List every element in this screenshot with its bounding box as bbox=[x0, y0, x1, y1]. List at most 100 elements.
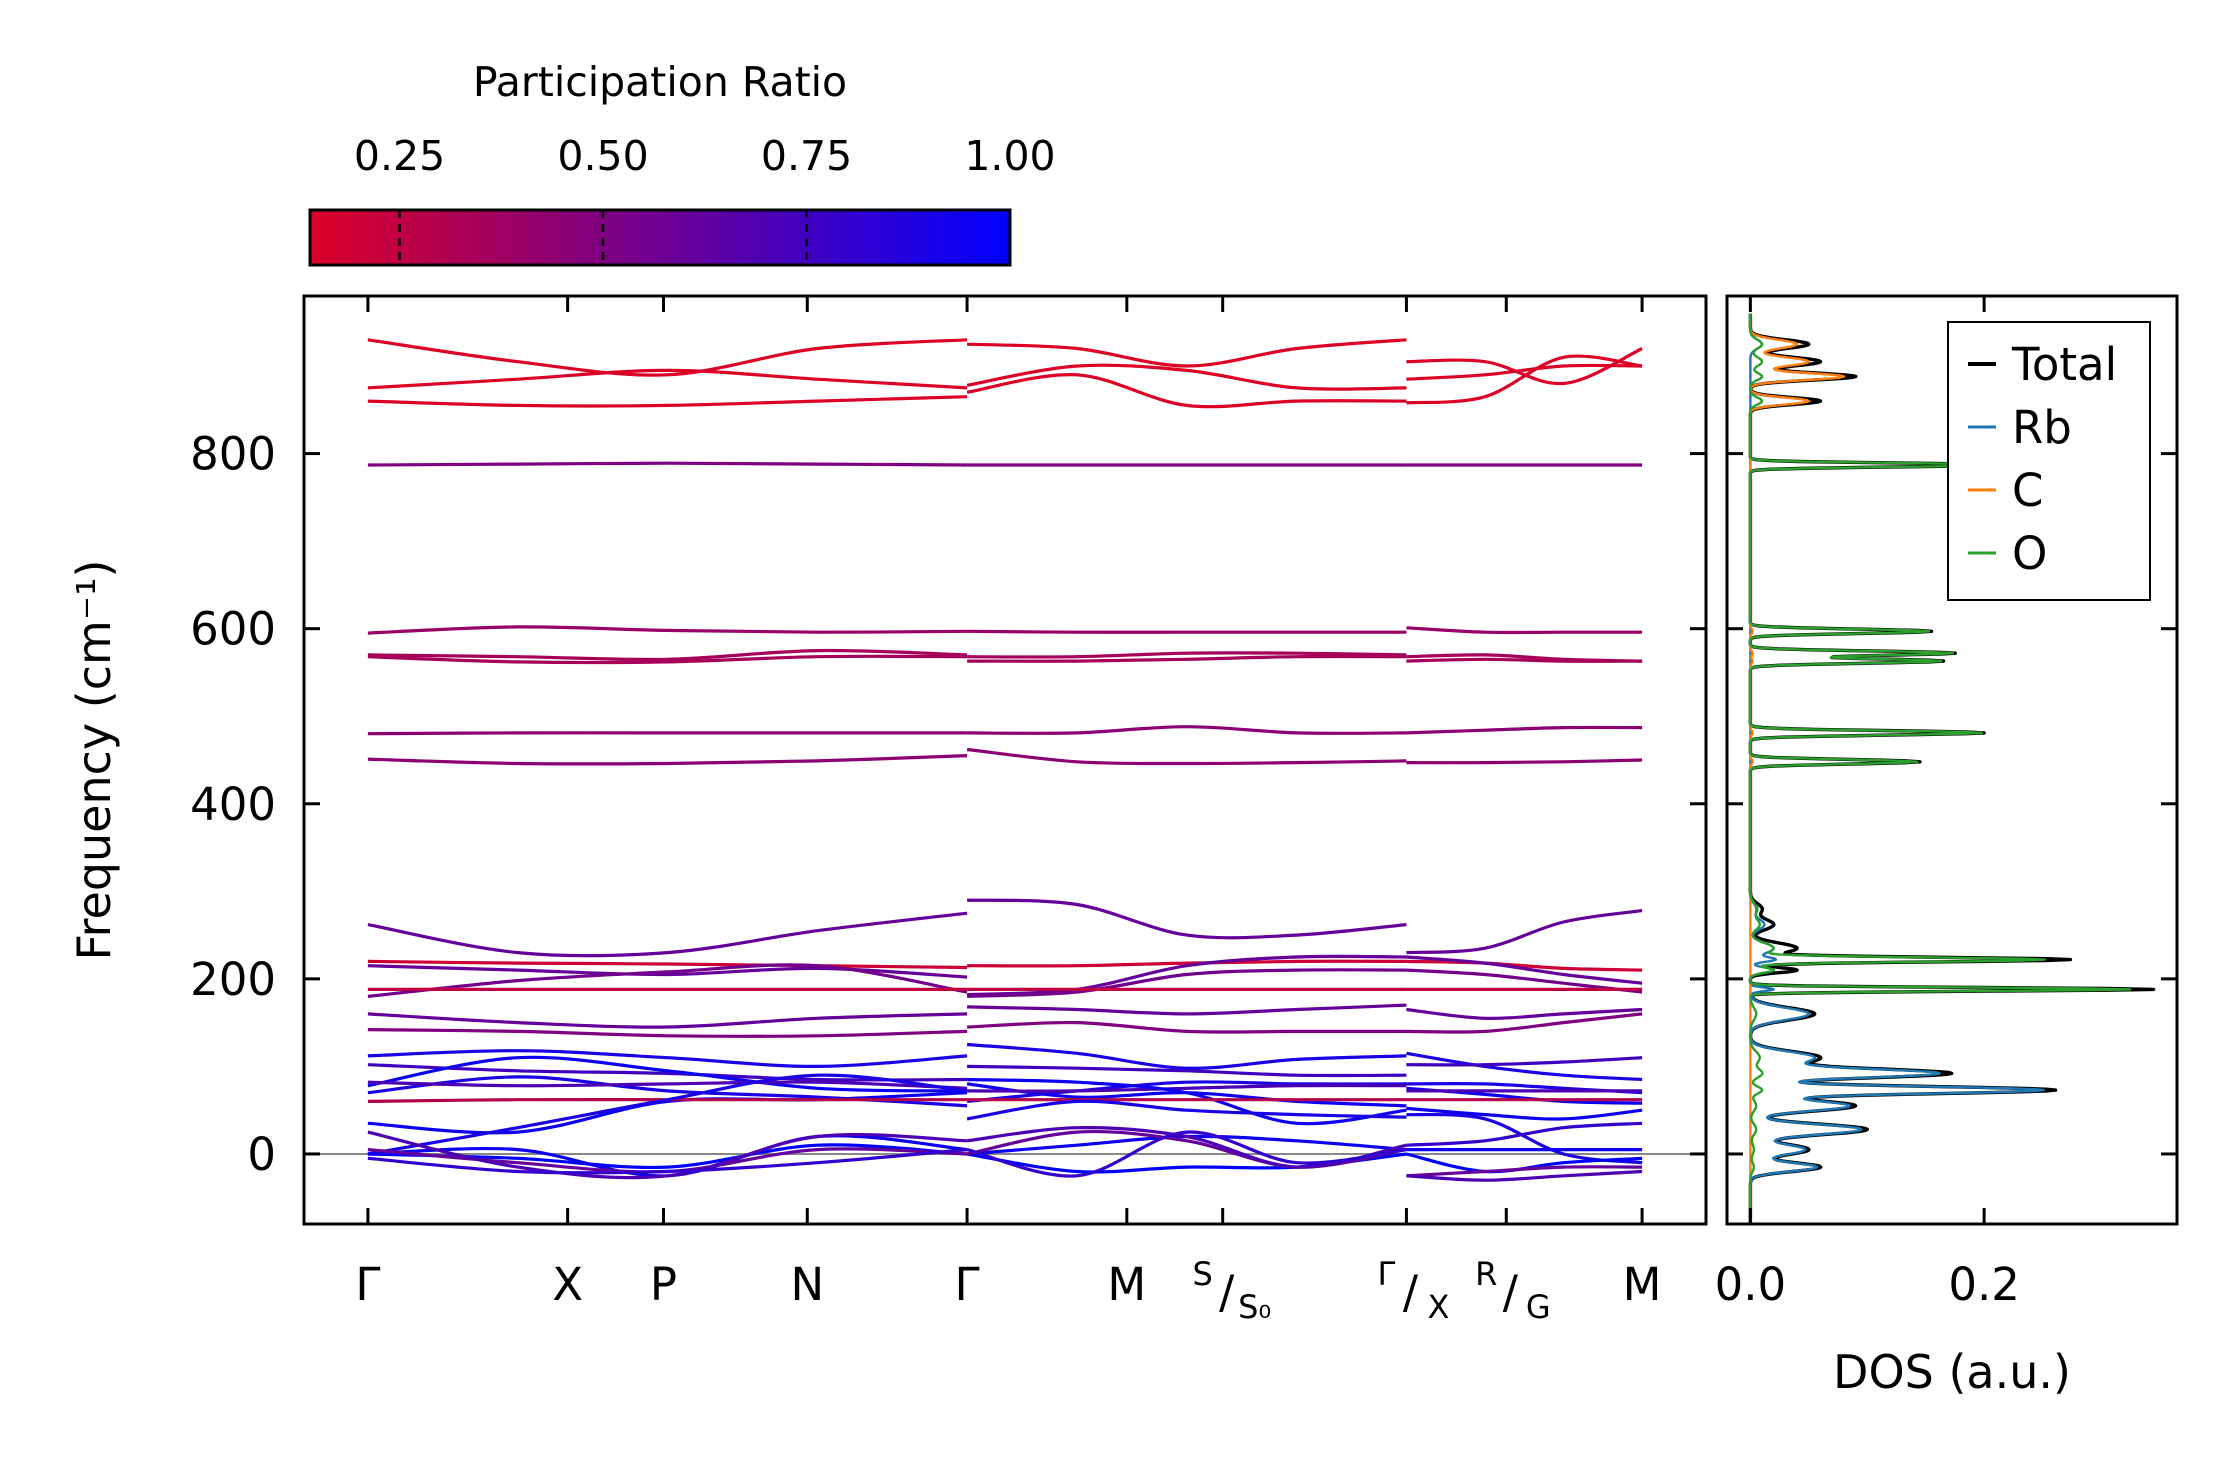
band-18-segment-0 bbox=[367, 1055, 968, 1093]
band-28-segment-2 bbox=[1406, 1121, 1643, 1147]
legend-items: Total Rb CO bbox=[1968, 338, 2117, 580]
band-20-segment-0 bbox=[367, 1080, 968, 1090]
x-axis-label-dos: DOS (a.u.) bbox=[1833, 1345, 2071, 1399]
kpoint-label-top: S bbox=[1193, 1255, 1213, 1293]
dos-panel: 0.0 0.2 DOS (a.u.) Total Rb CO bbox=[1715, 294, 2179, 1399]
band-10-segment-2 bbox=[1406, 959, 1643, 972]
kpoint-label: Γ bbox=[955, 1258, 980, 1311]
band-5-segment-1 bbox=[967, 651, 1407, 659]
band-7-segment-1 bbox=[967, 725, 1407, 735]
kpoint-label-slash: / bbox=[1219, 1266, 1235, 1319]
band-9-segment-2 bbox=[1406, 909, 1643, 955]
kpoint-label-bottom: S₀ bbox=[1238, 1288, 1271, 1326]
band-23-segment-2 bbox=[1406, 1112, 1643, 1165]
colorbar-tick-label: 0.50 bbox=[557, 132, 648, 180]
band-15-segment-1 bbox=[967, 1020, 1407, 1034]
band-14-segment-0 bbox=[367, 1012, 968, 1029]
kpoint-label: P bbox=[650, 1258, 677, 1311]
kpoint-label: N bbox=[790, 1258, 824, 1311]
band-10-segment-1 bbox=[967, 959, 1407, 968]
band-7-segment-2 bbox=[1406, 725, 1643, 735]
dos-x-tick-label: 0.0 bbox=[1715, 1258, 1787, 1311]
y-axis-label: Frequency (cm⁻¹) bbox=[67, 560, 121, 961]
band-23-segment-1 bbox=[966, 1099, 1407, 1121]
band-2-segment-1 bbox=[966, 373, 1407, 409]
colorbar-gradient bbox=[308, 208, 1012, 267]
band-27-segment-0 bbox=[367, 1130, 968, 1180]
band-12-segment-1 bbox=[967, 968, 1407, 998]
dos-plot-frame bbox=[1725, 294, 2179, 1226]
kpoint-label-top: Γ bbox=[1378, 1255, 1396, 1293]
band-28-segment-1 bbox=[966, 1130, 1407, 1178]
band-6-segment-2 bbox=[1406, 657, 1643, 663]
band-5-segment-0 bbox=[367, 648, 968, 662]
kpoint-label-bottom: G bbox=[1526, 1288, 1551, 1326]
band-27-segment-1 bbox=[966, 1125, 1407, 1169]
band-plot-frame bbox=[302, 294, 1708, 1226]
band-16-segment-1 bbox=[966, 1042, 1407, 1070]
kpoint-label-slash: / bbox=[1403, 1266, 1419, 1319]
kpoint-label-fraction: S / S₀ bbox=[1193, 1255, 1272, 1326]
band-14-segment-2 bbox=[1406, 1007, 1643, 1020]
band-15-segment-2 bbox=[1406, 1012, 1643, 1034]
legend-label-total: Total bbox=[2011, 338, 2117, 391]
band-x-ticks: Γ X P N Γ M S / S₀Γ / XR / G M bbox=[355, 296, 1662, 1326]
band-12-segment-0 bbox=[367, 963, 968, 998]
band-9-segment-0 bbox=[367, 911, 968, 958]
legend-label-o: O bbox=[2012, 527, 2047, 580]
colorbar-tick-label: 0.25 bbox=[354, 132, 445, 180]
kpoint-label-slash: / bbox=[1503, 1266, 1519, 1319]
kpoint-label: X bbox=[552, 1258, 583, 1311]
band-0-segment-0 bbox=[367, 338, 968, 377]
y-tick-label: 200 bbox=[190, 953, 276, 1006]
band-4-segment-1 bbox=[967, 629, 1407, 634]
kpoint-label-fraction: R / G bbox=[1475, 1255, 1551, 1326]
colorbar-tick-label: 1.00 bbox=[964, 132, 1055, 180]
kpoint-label: Γ bbox=[355, 1258, 380, 1311]
band-28-segment-0 bbox=[367, 1148, 968, 1175]
band-14-segment-1 bbox=[967, 1003, 1407, 1016]
band-20-segment-1 bbox=[967, 1083, 1407, 1093]
kpoint-label-bottom: X bbox=[1427, 1288, 1449, 1326]
kpoint-label-top: R bbox=[1475, 1255, 1497, 1293]
band-4-segment-2 bbox=[1406, 626, 1643, 635]
band-21-segment-0 bbox=[367, 1091, 968, 1135]
y-tick-label: 0 bbox=[247, 1128, 276, 1181]
band-2-segment-0 bbox=[367, 395, 968, 408]
dos-curve-c bbox=[1749, 313, 1846, 1224]
band-8-segment-1 bbox=[966, 747, 1407, 766]
colorbar-ticks: 0.25 0.50 0.75 1.00 bbox=[354, 132, 1056, 265]
band-16-segment-2 bbox=[1406, 1051, 1643, 1082]
band-17-segment-0 bbox=[367, 1063, 968, 1082]
kpoint-label-fraction: Γ / X bbox=[1378, 1255, 1450, 1326]
band-15-segment-0 bbox=[367, 1028, 968, 1038]
band-23-segment-0 bbox=[367, 1073, 968, 1156]
band-4-segment-0 bbox=[367, 625, 968, 635]
band-27-segment-2 bbox=[1406, 1169, 1643, 1182]
band-7-segment-0 bbox=[367, 731, 968, 736]
y-tick-label: 400 bbox=[190, 778, 276, 831]
band-9-segment-1 bbox=[967, 898, 1407, 940]
band-6-segment-1 bbox=[967, 654, 1407, 663]
band-2-segment-2 bbox=[1406, 354, 1643, 405]
dos-x-tick-label: 0.2 bbox=[1948, 1258, 2020, 1311]
band-21-segment-1 bbox=[967, 1077, 1407, 1126]
legend: Total Rb CO bbox=[1947, 321, 2151, 601]
band-lines bbox=[367, 338, 1643, 1182]
band-1-segment-2 bbox=[1406, 363, 1643, 381]
band-17-segment-1 bbox=[967, 1064, 1407, 1078]
kpoint-label: M bbox=[1107, 1258, 1146, 1311]
band-6-segment-0 bbox=[367, 654, 968, 665]
band-16-segment-0 bbox=[367, 1049, 968, 1069]
dos-x-ticks: 0.0 0.2 bbox=[1715, 296, 2020, 1311]
y-tick-label: 600 bbox=[190, 603, 276, 656]
colorbar: Participation Ratio 0.25 0.50 0.75 1.00 bbox=[308, 58, 1056, 267]
band-10-segment-0 bbox=[367, 959, 968, 970]
band-1-segment-0 bbox=[367, 368, 968, 390]
dos-y-ticks bbox=[1727, 452, 2177, 1156]
legend-label-rb: Rb bbox=[2012, 401, 2072, 454]
band-8-segment-2 bbox=[1406, 758, 1643, 765]
band-11-segment-2 bbox=[1406, 955, 1643, 985]
